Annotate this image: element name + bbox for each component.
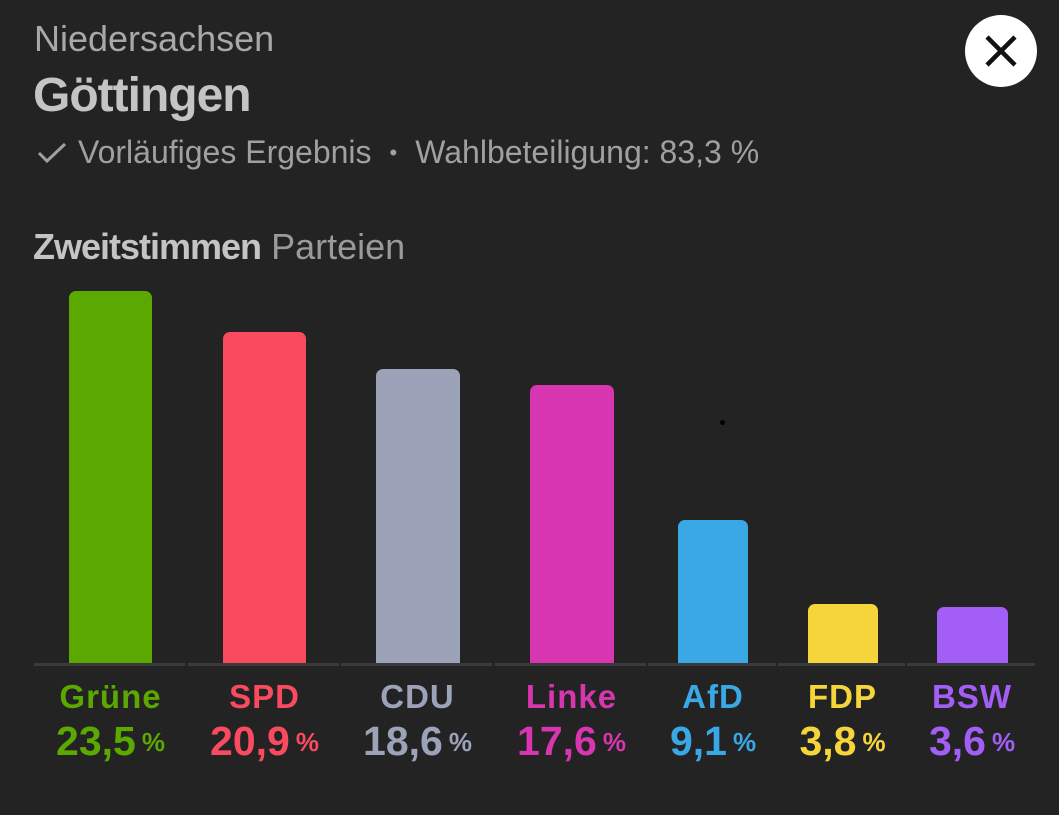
bar[interactable] — [807, 604, 878, 664]
section-heading: Zweitstimmen Parteien — [33, 226, 405, 268]
baseline — [341, 663, 492, 666]
value-label: 18,6% — [341, 718, 494, 765]
category-label: SPD — [229, 678, 300, 715]
baseline — [778, 663, 905, 666]
value-number: 20,9 — [210, 718, 290, 764]
bar[interactable] — [678, 520, 748, 664]
bar[interactable] — [529, 385, 614, 664]
value-label: 3,8% — [778, 718, 907, 765]
page-title: Göttingen — [33, 69, 252, 122]
baseline — [188, 663, 339, 666]
bar-column-linke: Linke 17,6% — [495, 0, 648, 815]
bar-column-grüne: Grüne 23,5% — [34, 0, 187, 815]
percent-sign: % — [295, 727, 319, 757]
percent-sign: % — [448, 727, 472, 757]
bar-column-cdu: CDU 18,6% — [341, 0, 494, 815]
value-number: 23,5 — [56, 718, 136, 764]
bar[interactable] — [375, 369, 460, 664]
category-label: AfD — [682, 678, 744, 715]
value-number: 3,6 — [928, 718, 986, 764]
bar[interactable] — [69, 291, 152, 664]
value-label: 17,6% — [495, 718, 648, 765]
percent-sign: % — [732, 727, 757, 757]
percent-sign: % — [991, 727, 1016, 757]
category-label: Grüne — [59, 678, 162, 715]
value-label: 20,9% — [188, 718, 341, 765]
separator: • — [389, 139, 398, 165]
bar-column-fdp: FDP 3,8% — [778, 0, 907, 815]
baseline — [34, 663, 185, 666]
value-number: 18,6 — [363, 718, 443, 764]
section-title-bold: Zweitstimmen — [33, 226, 262, 267]
turnout: Wahlbeteiligung: 83,3 % — [415, 134, 760, 170]
bar[interactable] — [936, 607, 1008, 664]
close-button[interactable] — [965, 15, 1037, 87]
percent-sign: % — [141, 727, 165, 757]
category-label: FDP — [808, 678, 877, 715]
category-label: CDU — [380, 678, 455, 715]
baseline — [648, 663, 776, 666]
category-label: Linke — [525, 678, 618, 715]
close-icon — [985, 35, 1017, 67]
percent-sign: % — [602, 727, 626, 757]
category-label: BSW — [932, 678, 1012, 715]
bar-column-bsw: BSW 3,6% — [907, 0, 1037, 815]
stray-dot — [720, 420, 725, 425]
bar-column-afd: AfD 9,1% — [648, 0, 778, 815]
result-status: Vorläufiges Ergebnis • Wahlbeteiligung: … — [36, 134, 759, 171]
value-number: 9,1 — [669, 718, 727, 764]
baseline — [907, 663, 1035, 666]
value-label: 9,1% — [648, 718, 778, 765]
value-number: 3,8 — [799, 718, 857, 764]
value-number: 17,6 — [517, 718, 597, 764]
section-title-light: Parteien — [271, 226, 406, 267]
baseline — [495, 663, 646, 666]
value-label: 23,5% — [34, 718, 187, 765]
bar[interactable] — [223, 332, 306, 664]
state-name: Niedersachsen — [34, 18, 275, 59]
check-icon — [37, 142, 67, 163]
bar-column-spd: SPD 20,9% — [188, 0, 341, 815]
percent-sign: % — [862, 727, 886, 757]
status-text: Vorläufiges Ergebnis — [78, 134, 372, 170]
value-label: 3,6% — [907, 718, 1037, 765]
